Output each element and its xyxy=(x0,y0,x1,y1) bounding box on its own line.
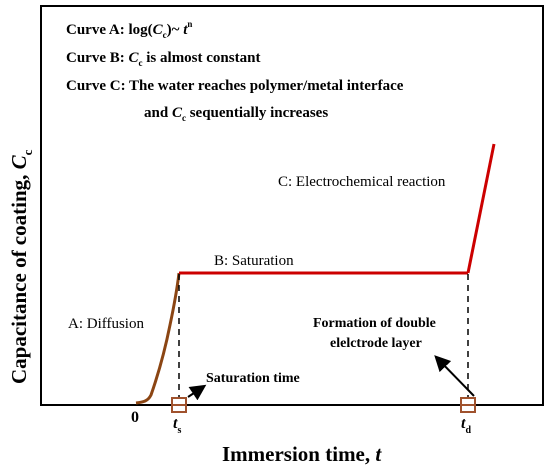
label-diffusion: A: Diffusion xyxy=(68,316,144,332)
y-axis-label: Capacitance of coating, Cc xyxy=(7,149,35,384)
curve-a-diffusion xyxy=(135,272,181,405)
formation-arrow xyxy=(434,355,475,397)
ts-marker xyxy=(171,397,187,413)
label-formation-line2: elelctrode layer xyxy=(330,336,422,351)
saturation-time-arrow xyxy=(187,384,207,401)
label-saturation-time: Saturation time xyxy=(206,371,300,386)
x-axis-label: Immersion time, t xyxy=(222,442,382,466)
label-formation-line1: Formation of double xyxy=(313,316,436,331)
td-marker xyxy=(460,397,476,413)
plot-frame xyxy=(40,5,544,406)
legend-curve-c-line1: Curve C: The water reaches polymer/metal… xyxy=(66,78,404,94)
origin-label: 0 xyxy=(131,409,139,426)
legend-curve-b: Curve B: Cc is almost constant xyxy=(66,50,260,68)
legend-curve-a: Curve A: log(Cc)~ tn xyxy=(66,19,192,40)
label-saturation: B: Saturation xyxy=(214,253,294,269)
td-label: td xyxy=(461,415,471,436)
ts-label: ts xyxy=(173,415,181,436)
curve-c-electrochemical xyxy=(466,143,496,274)
legend-curve-c-line2: and Cc sequentially increases xyxy=(144,105,328,123)
label-electrochemical: C: Electrochemical reaction xyxy=(278,174,446,190)
